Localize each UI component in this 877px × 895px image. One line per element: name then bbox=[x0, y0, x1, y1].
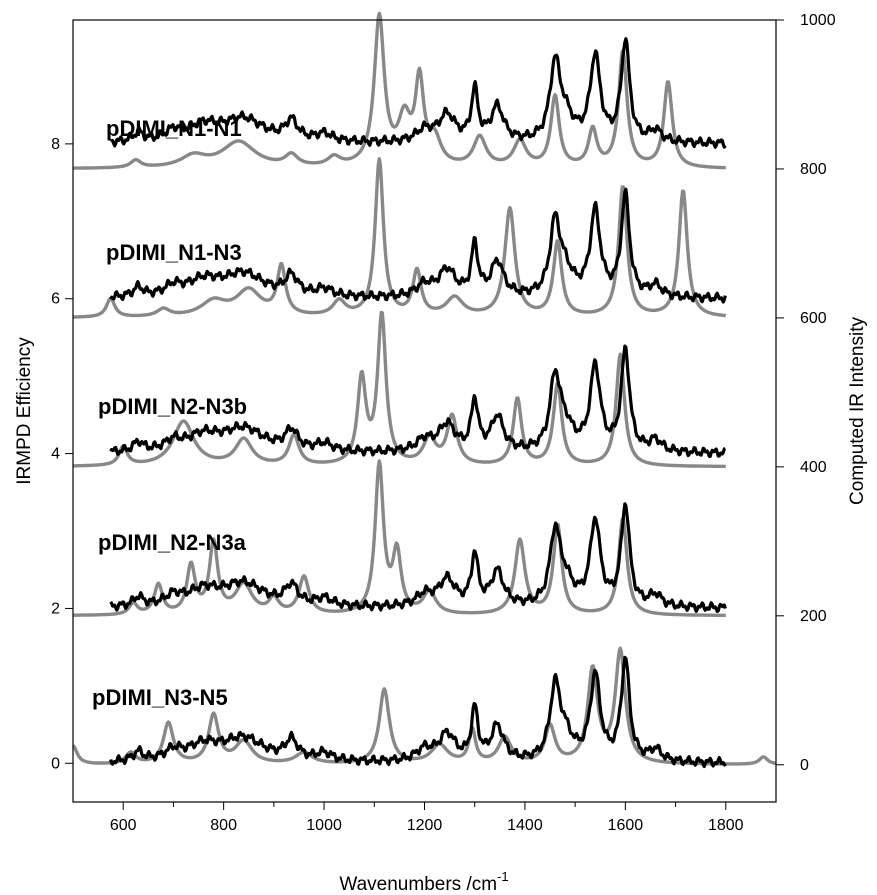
trace-label-1: pDIMI_N1-N1 bbox=[106, 116, 242, 141]
x-tick-label: 1600 bbox=[608, 817, 644, 834]
experimental-trace-4 bbox=[109, 502, 727, 614]
trace-labels: pDIMI_N1-N1 pDIMI_N1-N3 pDIMI_N2-N3b pDIMI_… bbox=[92, 116, 247, 710]
x-axis-ticks: 600 800 1000 1200 1400 1600 1800 bbox=[110, 802, 744, 834]
y-left-tick-label: 6 bbox=[51, 291, 60, 308]
computed-trace-1 bbox=[72, 11, 727, 170]
y-right-tick-label: 0 bbox=[800, 757, 809, 774]
y-right-tick-label: 200 bbox=[800, 608, 827, 625]
experimental-trace-3 bbox=[109, 344, 727, 458]
y-right-axis-title: Computed IR Intensity bbox=[847, 317, 868, 505]
y-left-tick-label: 8 bbox=[51, 136, 60, 153]
trace-label-4: pDIMI_N2-N3a bbox=[98, 530, 247, 555]
spectra-traces bbox=[72, 11, 777, 769]
experimental-trace-1 bbox=[109, 37, 727, 149]
x-axis-title: Wavenumbers /cm-1 bbox=[339, 869, 508, 895]
y-right-tick-label: 400 bbox=[800, 459, 827, 476]
x-tick-label: 1200 bbox=[407, 817, 443, 834]
y-left-tick-label: 0 bbox=[51, 755, 60, 772]
y-right-axis-ticks: 0 200 400 600 800 1000 bbox=[776, 12, 836, 774]
x-tick-label: 800 bbox=[210, 817, 237, 834]
experimental-trace-5 bbox=[109, 655, 727, 769]
x-tick-label: 600 bbox=[110, 817, 137, 834]
trace-label-3: pDIMI_N2-N3b bbox=[98, 394, 247, 419]
experimental-trace-2 bbox=[109, 187, 727, 304]
x-axis-title-superscript: -1 bbox=[497, 869, 509, 884]
y-right-tick-label: 800 bbox=[800, 161, 827, 178]
computed-trace-3 bbox=[72, 310, 727, 469]
y-right-tick-label: 600 bbox=[800, 310, 827, 327]
trace-label-2: pDIMI_N1-N3 bbox=[106, 240, 242, 265]
y-left-tick-label: 2 bbox=[51, 600, 60, 617]
y-right-tick-label: 1000 bbox=[800, 12, 836, 29]
trace-label-5: pDIMI_N3-N5 bbox=[92, 685, 228, 710]
y-left-tick-label: 4 bbox=[51, 446, 60, 463]
y-left-axis-title: IRMPD Efficiency bbox=[14, 337, 35, 485]
y-left-axis-ticks: 0 2 4 6 8 bbox=[51, 136, 73, 772]
x-tick-label: 1400 bbox=[507, 817, 543, 834]
computed-trace-5 bbox=[72, 646, 777, 766]
x-tick-label: 1000 bbox=[306, 817, 342, 834]
x-tick-label: 1800 bbox=[708, 817, 744, 834]
